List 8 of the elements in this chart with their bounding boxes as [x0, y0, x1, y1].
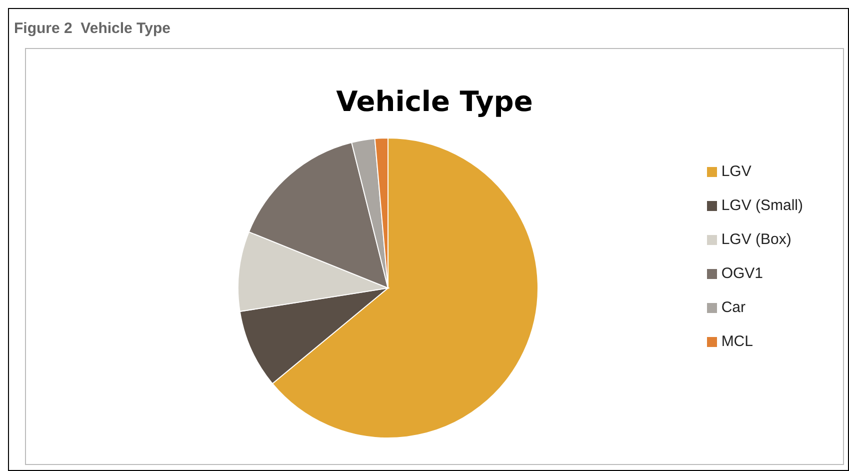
legend-label: LGV (Small): [721, 196, 803, 214]
legend-label: OGV1: [721, 264, 763, 282]
caption: Figure 2 Vehicle Type: [14, 20, 170, 37]
legend-label: MCL: [721, 332, 753, 350]
legend-label: Car: [721, 298, 746, 316]
chart-title: Vehicle Type: [335, 85, 534, 118]
legend-label: LGV (Box): [721, 230, 792, 248]
legend-label: LGV: [721, 162, 752, 180]
